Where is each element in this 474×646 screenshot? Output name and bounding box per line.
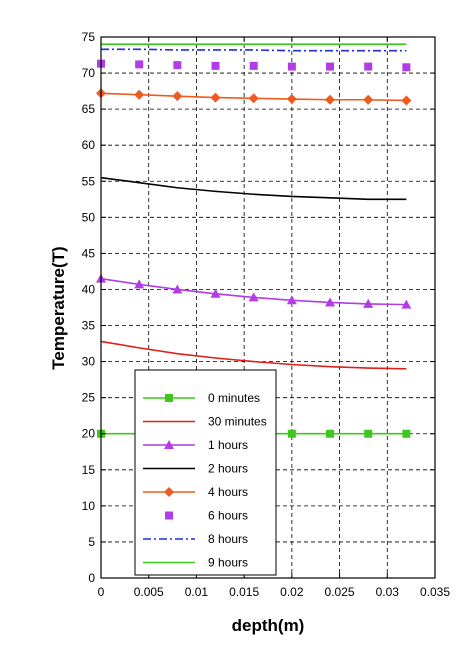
legend-label: 4 hours	[208, 485, 248, 499]
legend-entry: 8 hours	[143, 532, 248, 546]
legend-entry: 2 hours	[143, 462, 248, 476]
data-point	[211, 61, 220, 70]
x-tick-label: 0.015	[229, 585, 259, 599]
data-point	[172, 284, 183, 294]
data-point	[326, 429, 335, 438]
x-axis-title: depth(m)	[232, 616, 305, 635]
plot-frame	[100, 36, 436, 579]
y-tick-label: 5	[88, 535, 95, 549]
y-tick-label: 75	[82, 30, 96, 44]
legend-entry: 9 hours	[143, 556, 248, 570]
data-point	[173, 61, 182, 70]
data-point	[401, 299, 412, 309]
series-4-hours	[96, 88, 412, 106]
x-tick-label: 0.035	[420, 585, 450, 599]
data-point	[402, 429, 411, 438]
legend-entry: 1 hours	[143, 438, 248, 452]
data-point	[286, 295, 297, 305]
data-point	[363, 298, 374, 308]
legend: 0 minutes 30 minutes 1 hours 2 hours 4 hours…	[134, 369, 277, 576]
y-tick-label: 0	[88, 571, 95, 585]
y-tick-label: 25	[82, 391, 96, 405]
data-point	[249, 61, 258, 70]
data-point	[363, 94, 374, 105]
data-point	[287, 429, 296, 438]
data-point	[402, 63, 411, 72]
data-point	[248, 292, 259, 302]
legend-label: 30 minutes	[208, 415, 267, 429]
y-tick-label: 50	[82, 210, 96, 224]
legend-label: 6 hours	[208, 509, 248, 523]
legend-entry: 0 minutes	[143, 391, 260, 405]
y-tick-label: 20	[82, 427, 96, 441]
data-point	[401, 95, 412, 106]
data-point	[325, 297, 336, 307]
legend-entry: 4 hours	[143, 485, 248, 499]
data-point	[287, 62, 296, 71]
x-tick-label: 0	[98, 585, 105, 599]
data-point	[210, 288, 221, 298]
data-point	[364, 429, 373, 438]
y-tick-label: 35	[82, 319, 96, 333]
series-line	[100, 340, 407, 370]
y-axis-title: Temperature(T)	[49, 246, 68, 369]
legend-box	[134, 369, 277, 576]
series-line	[100, 176, 407, 201]
data-point	[364, 62, 373, 71]
legend-label: 9 hours	[208, 556, 248, 570]
y-tick-label: 55	[82, 174, 96, 188]
series-30-minutes	[100, 340, 407, 370]
x-tick-label: 0.005	[134, 585, 164, 599]
data-point	[325, 94, 336, 105]
data-point	[248, 93, 259, 104]
x-tick-label: 0.025	[325, 585, 355, 599]
x-tick-label: 0.01	[185, 585, 209, 599]
legend-marker	[165, 394, 173, 402]
data-point	[210, 92, 221, 103]
legend-label: 1 hours	[208, 438, 248, 452]
legend-label: 2 hours	[208, 462, 248, 476]
y-tick-label: 60	[82, 138, 96, 152]
data-point	[172, 91, 183, 102]
axis-ticks: 0 0.005 0.01 0.015 0.02 0.025 0.03 0.035 0 5 10 15 2…	[82, 30, 451, 599]
legend-label: 8 hours	[208, 532, 248, 546]
legend-marker	[164, 440, 174, 449]
data-point	[286, 94, 297, 105]
series-line	[101, 48, 407, 52]
legend-entry: 30 minutes	[143, 415, 267, 429]
data-point	[134, 279, 145, 289]
x-tick-label: 0.03	[376, 585, 400, 599]
y-tick-label: 10	[82, 499, 96, 513]
y-tick-label: 70	[82, 66, 96, 80]
data-point	[134, 89, 145, 100]
legend-label: 0 minutes	[208, 391, 260, 405]
data-point	[135, 60, 144, 69]
legend-marker	[165, 511, 173, 520]
y-tick-label: 65	[82, 102, 96, 116]
series-2-hours	[100, 176, 407, 201]
series-8-hours	[101, 48, 407, 52]
x-tick-label: 0.02	[280, 585, 304, 599]
legend-marker	[164, 487, 174, 497]
y-tick-label: 40	[82, 282, 96, 296]
y-tick-label: 45	[82, 246, 96, 260]
data-point	[326, 62, 335, 71]
legend-entry: 6 hours	[165, 509, 248, 523]
y-tick-label: 30	[82, 355, 96, 369]
y-tick-label: 15	[82, 463, 96, 477]
